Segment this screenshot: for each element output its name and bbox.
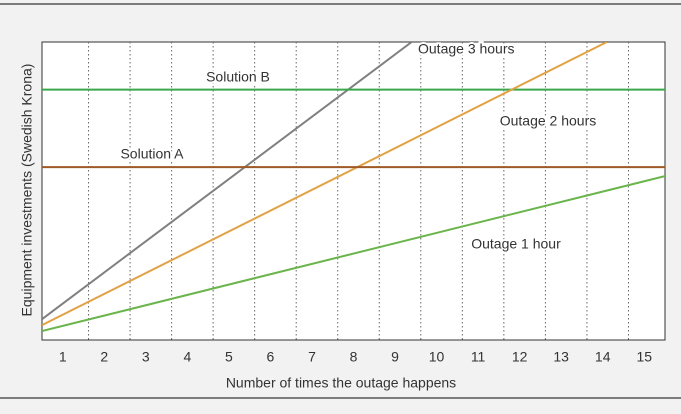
plot-area (41, 41, 666, 341)
series-line (42, 42, 413, 320)
series-label: Solution A (120, 146, 184, 162)
x-tick-label: 1 (59, 349, 67, 365)
x-tick-label: 6 (267, 349, 275, 365)
series-label: Solution B (206, 69, 270, 85)
y-axis-label: Equipment investments (Swedish Krona) (19, 64, 35, 317)
x-tick-label: 11 (471, 349, 486, 365)
x-axis-label: Number of times the outage happens (226, 375, 456, 391)
x-tick-label: 13 (553, 349, 569, 365)
series-label: Outage 3 hours (418, 41, 515, 57)
series-line (42, 175, 665, 333)
x-tick-label: 7 (308, 349, 316, 365)
x-tick-label: 15 (636, 349, 652, 365)
series-label: Outage 2 hours (500, 113, 597, 129)
series-line (42, 42, 608, 326)
x-tick-label: 5 (225, 349, 233, 365)
x-tick-label: 12 (512, 349, 528, 365)
x-tick-label: 10 (429, 349, 445, 365)
x-tick-label: 9 (391, 349, 399, 365)
x-tick-label: 14 (595, 349, 611, 365)
series-label: Outage 1 hour (471, 236, 561, 252)
x-tick-label: 8 (350, 349, 358, 365)
x-tick-label: 3 (142, 349, 150, 365)
x-tick-label: 4 (183, 349, 191, 365)
x-tick-label: 2 (100, 349, 108, 365)
